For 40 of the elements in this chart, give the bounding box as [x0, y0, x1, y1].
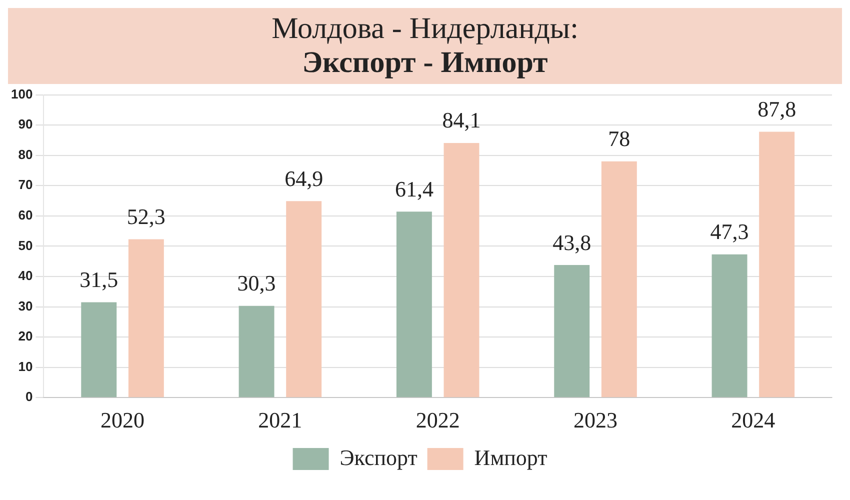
x-tick-label: 2023 [574, 408, 618, 433]
bar [554, 264, 590, 398]
y-tick-label: 90 [18, 116, 33, 132]
x-tick-label: 2024 [731, 408, 776, 433]
bar [444, 142, 480, 398]
y-tick-label: 80 [18, 146, 33, 162]
chart-title: Молдова - Нидерланды: [270, 12, 580, 46]
bar [601, 161, 637, 398]
legend-label: Импорт [474, 444, 548, 470]
x-tick-label: 2022 [416, 408, 460, 433]
data-label: 61,4 [394, 176, 434, 202]
bar [238, 306, 274, 398]
y-tick-label: 60 [18, 208, 33, 222]
y-tick-label: 30 [18, 298, 33, 314]
data-label: 31,5 [80, 267, 118, 292]
data-label: 52,3 [126, 204, 166, 230]
y-tick-label: 40 [18, 268, 33, 284]
data-label: 47,3 [710, 219, 749, 244]
y-tick-label: 50 [18, 238, 33, 253]
bar [759, 132, 795, 398]
bar [396, 212, 432, 398]
y-tick-label: 20 [18, 328, 33, 344]
data-label: 64,9 [284, 166, 324, 191]
bar [81, 302, 117, 398]
x-tick-label: 2021 [258, 408, 302, 433]
y-tick-label: 70 [18, 177, 33, 192]
y-tick-label: 10 [18, 358, 33, 374]
data-label: 43,8 [552, 230, 592, 255]
data-label: 84,1 [442, 108, 481, 133]
data-label: 78 [608, 126, 630, 152]
bar [128, 239, 164, 398]
bar [286, 201, 322, 398]
y-tick-label: 0 [25, 389, 33, 404]
y-tick-label: 100 [10, 86, 33, 102]
x-tick-label: 2020 [100, 408, 145, 433]
chart-subtitle: Экспорт - Импорт [301, 46, 549, 80]
legend-label: Экспорт [340, 444, 418, 470]
bar [712, 254, 748, 398]
data-label: 30,3 [237, 270, 276, 296]
data-label: 87,8 [758, 96, 796, 122]
